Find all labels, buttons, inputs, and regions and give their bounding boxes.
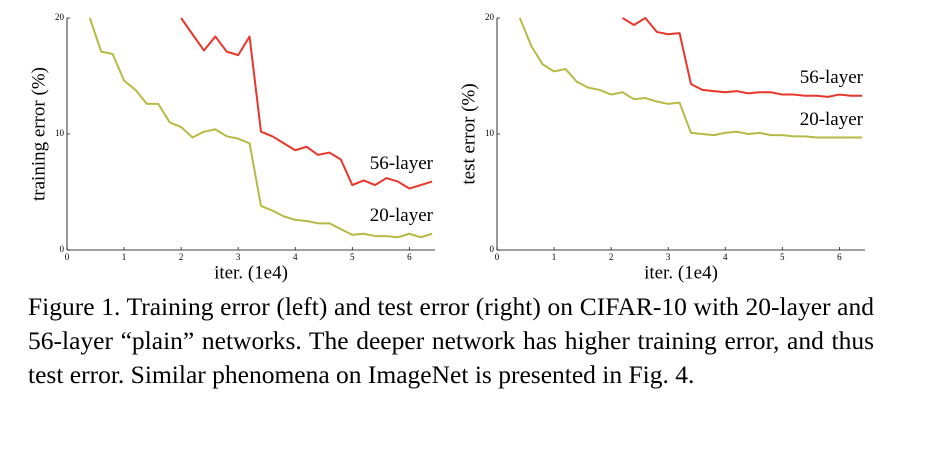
caption: Figure 1. Training error (left) and test… bbox=[28, 292, 874, 389]
series-line bbox=[621, 17, 863, 98]
x-tick-label: 5 bbox=[350, 252, 355, 262]
x-tick-label: 2 bbox=[179, 252, 184, 262]
x-axis-label: iter. (1e4) bbox=[214, 262, 288, 283]
x-tick-label: 3 bbox=[236, 252, 241, 262]
x-axis-label: iter. (1e4) bbox=[644, 262, 718, 283]
x-tick-label: 6 bbox=[837, 252, 842, 262]
x-tick-label: 0 bbox=[65, 252, 70, 262]
x-tick-label: 4 bbox=[723, 252, 728, 262]
series-line bbox=[518, 17, 863, 139]
y-tick-label: 0 bbox=[490, 244, 495, 254]
y-tick-label: 10 bbox=[485, 128, 495, 138]
x-tick-label: 1 bbox=[122, 252, 127, 262]
chart: 0 10 20 0 1 2 3 4 5 6 iter. (1e4) training error (%… bbox=[28, 12, 435, 283]
x-tick-label: 1 bbox=[552, 252, 557, 262]
x-tick-label: 4 bbox=[293, 252, 298, 262]
y-tick-label: 0 bbox=[60, 244, 65, 254]
x-tick-label: 3 bbox=[666, 252, 671, 262]
y-tick-label: 20 bbox=[485, 12, 495, 22]
x-tick-label: 0 bbox=[495, 252, 500, 262]
y-axis-label: training error (%) bbox=[28, 67, 49, 201]
series-line bbox=[88, 17, 433, 239]
y-tick-label: 20 bbox=[55, 12, 65, 22]
series-label: 56-layer bbox=[800, 67, 864, 88]
x-tick-label: 5 bbox=[780, 252, 785, 262]
chart: 0 10 20 0 1 2 3 4 5 6 iter. (1e4) test error (%) 56-… bbox=[458, 12, 865, 283]
series-label: 20-layer bbox=[800, 109, 864, 130]
series-label: 56-layer bbox=[370, 153, 434, 174]
series-label: 20-layer bbox=[370, 205, 434, 226]
x-tick-label: 6 bbox=[407, 252, 412, 262]
series-line bbox=[180, 17, 433, 190]
y-axis-label: test error (%) bbox=[458, 83, 479, 184]
x-tick-label: 2 bbox=[609, 252, 614, 262]
y-tick-label: 10 bbox=[55, 128, 65, 138]
